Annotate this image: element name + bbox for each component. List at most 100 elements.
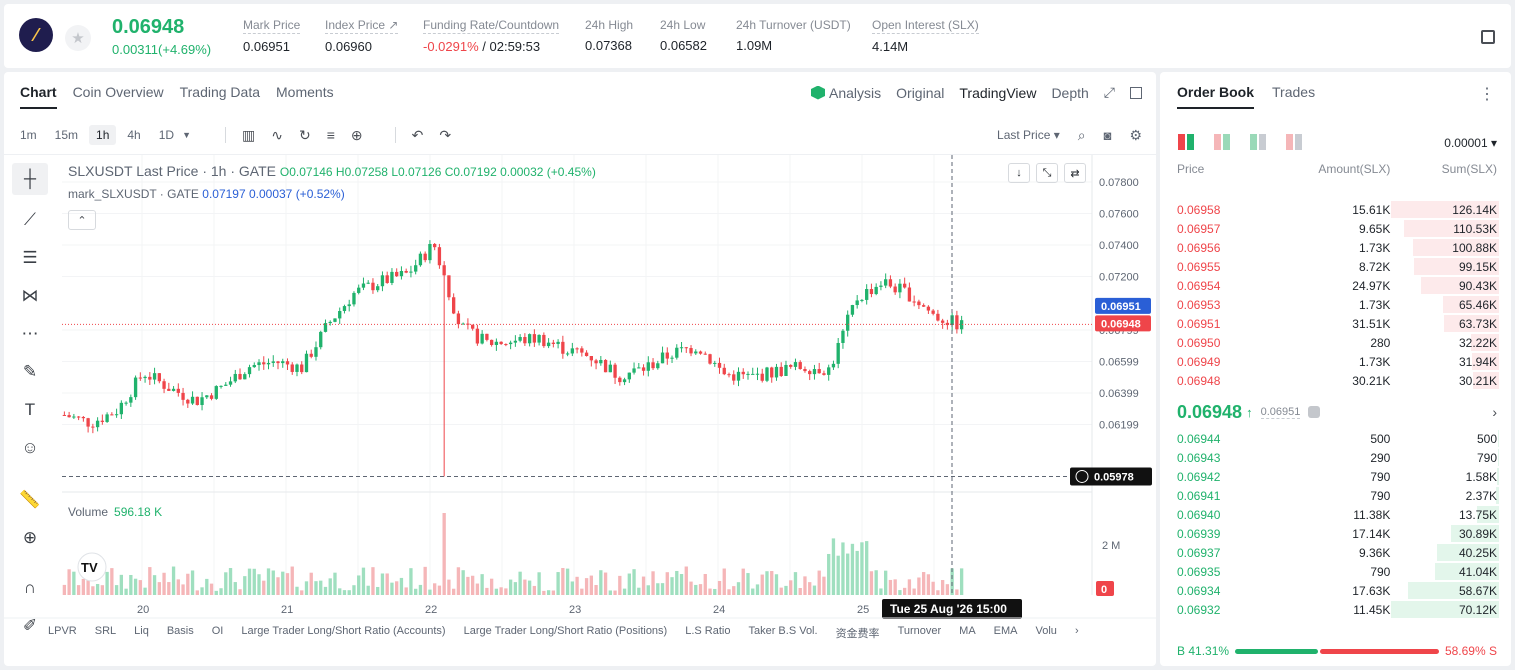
indicator-funding-rate[interactable]: 资金费率 bbox=[835, 628, 880, 640]
indicator-large-trader-accounts[interactable]: Large Trader Long/Short Ratio (Accounts) bbox=[241, 625, 446, 637]
ask-row[interactable]: 0.06958 15.61K 126.14K bbox=[1172, 200, 1499, 219]
crosshair-icon[interactable]: ┼ bbox=[12, 163, 48, 195]
volume-bar bbox=[352, 585, 356, 595]
indicator-ema[interactable]: EMA bbox=[993, 625, 1018, 637]
tab-order-book[interactable]: Order Book bbox=[1177, 84, 1255, 109]
bid-row[interactable]: 0.06939 17.14K 30.89K bbox=[1172, 524, 1499, 543]
timeframe-4h[interactable]: 4h bbox=[127, 128, 141, 142]
tab-moments[interactable]: Moments bbox=[276, 84, 334, 100]
bid-row[interactable]: 0.06934 17.63K 58.67K bbox=[1172, 581, 1499, 600]
tab-trading-data[interactable]: Trading Data bbox=[179, 84, 261, 100]
undo-icon[interactable]: ↶ bbox=[411, 126, 424, 143]
candlestick-chart[interactable]: 0.078000.076000.074000.072000.067990.065… bbox=[4, 155, 1156, 666]
indicator-volume[interactable]: Volu bbox=[1035, 625, 1057, 637]
ask-row[interactable]: 0.06951 31.51K 63.73K bbox=[1172, 314, 1499, 333]
view-depth[interactable]: Depth bbox=[1051, 84, 1089, 101]
redo-icon[interactable]: ↷ bbox=[439, 126, 452, 143]
bid-row[interactable]: 0.06943 290 790 bbox=[1172, 448, 1499, 467]
favorite-star-icon[interactable]: ★ bbox=[65, 25, 91, 51]
trend-line-icon[interactable]: ⟋ bbox=[24, 210, 36, 229]
fib-icon[interactable]: ⋯ bbox=[21, 324, 39, 343]
orderbook-last-price[interactable]: 0.06948 ↑ 0.06951 › bbox=[1177, 400, 1497, 424]
indicator-large-trader-positions[interactable]: Large Trader Long/Short Ratio (Positions… bbox=[463, 625, 668, 637]
bid-row[interactable]: 0.06937 9.36K 40.25K bbox=[1172, 543, 1499, 562]
indicators-icon[interactable]: ∿ bbox=[271, 126, 283, 143]
indicator-ma[interactable]: MA bbox=[959, 625, 976, 637]
ruler-icon[interactable]: 📏 bbox=[19, 490, 41, 509]
pattern-icon[interactable]: ⋈ bbox=[21, 286, 39, 305]
emoji-icon[interactable]: ☺ bbox=[21, 438, 39, 457]
zoom-icon[interactable]: ⊕ bbox=[22, 528, 38, 547]
indicator-turnover[interactable]: Turnover bbox=[897, 625, 942, 637]
precision-select[interactable]: 0.00001 ▾ bbox=[1444, 136, 1497, 150]
ask-row[interactable]: 0.06949 1.73K 31.94K bbox=[1172, 352, 1499, 371]
reset-view-icon[interactable]: ⇄ bbox=[1064, 163, 1086, 183]
scroll-down-icon[interactable]: ↓ bbox=[1008, 163, 1030, 183]
indicator-lpvr[interactable]: LPVR bbox=[48, 625, 77, 637]
indicator-srl[interactable]: SRL bbox=[94, 625, 117, 637]
stat-label[interactable]: Index Price ↗ bbox=[325, 18, 399, 34]
price-type-select[interactable]: Last Price ▾ bbox=[997, 128, 1060, 142]
refresh-icon[interactable]: ↻ bbox=[298, 126, 311, 143]
text-tool-icon[interactable]: T bbox=[24, 400, 36, 419]
ask-row[interactable]: 0.06957 9.65K 110.53K bbox=[1172, 219, 1499, 238]
tab-trades[interactable]: Trades bbox=[1272, 84, 1316, 100]
pencil-icon[interactable]: ✐ bbox=[22, 616, 38, 635]
tab-chart[interactable]: Chart bbox=[20, 84, 57, 109]
tab-coin-overview[interactable]: Coin Overview bbox=[72, 84, 164, 100]
view-analysis[interactable]: Analysis bbox=[811, 85, 881, 101]
bid-row[interactable]: 0.06941 790 2.37K bbox=[1172, 486, 1499, 505]
stat-label[interactable]: Mark Price bbox=[243, 18, 301, 34]
fullscreen-icon[interactable]: ⤡ bbox=[1036, 163, 1058, 183]
brush-icon[interactable]: ✎ bbox=[22, 362, 38, 381]
view-bids-icon[interactable] bbox=[1250, 134, 1266, 150]
timeframe-1h[interactable]: 1h bbox=[89, 125, 117, 145]
view-original[interactable]: Original bbox=[896, 84, 945, 101]
bid-row[interactable]: 0.06935 790 41.04K bbox=[1172, 562, 1499, 581]
bid-row[interactable]: 0.06932 11.45K 70.12K bbox=[1172, 600, 1499, 619]
indicator-ls-ratio[interactable]: L.S Ratio bbox=[685, 625, 731, 637]
bid-row[interactable]: 0.06944 500 500 bbox=[1172, 429, 1499, 448]
volume-bar bbox=[827, 553, 831, 595]
chart-canvas[interactable]: 0.078000.076000.074000.072000.067990.065… bbox=[4, 154, 1156, 666]
indicator-oi[interactable]: OI bbox=[211, 625, 224, 637]
book-icon[interactable] bbox=[1481, 30, 1495, 44]
candle-type-icon[interactable]: ▥ bbox=[242, 126, 256, 143]
bid-sum: 41.04K bbox=[1458, 564, 1498, 579]
timeframe-1m[interactable]: 1m bbox=[20, 128, 37, 142]
view-both-alt-icon[interactable] bbox=[1214, 134, 1230, 150]
indicator-basis[interactable]: Basis bbox=[166, 625, 194, 637]
stat-label[interactable]: Open Interest (SLX) bbox=[872, 18, 979, 34]
chevron-right-icon[interactable]: › bbox=[1074, 625, 1079, 637]
indicator-taker-bs-vol[interactable]: Taker B.S Vol. bbox=[748, 625, 818, 637]
magnet-icon[interactable]: ∩ bbox=[23, 578, 37, 597]
expand-icon[interactable]: ⤢ bbox=[1103, 84, 1115, 100]
search-icon[interactable]: ⌕ bbox=[1077, 126, 1086, 143]
stat-label[interactable]: Funding Rate/Countdown bbox=[423, 18, 560, 34]
timeframe-1d[interactable]: 1D bbox=[158, 128, 175, 142]
view-asks-icon[interactable] bbox=[1286, 134, 1302, 150]
view-tradingview[interactable]: TradingView bbox=[959, 84, 1037, 101]
add-indicator-icon[interactable]: ⊕ bbox=[350, 126, 363, 143]
timeframe-dropdown-icon[interactable]: ▼ bbox=[182, 130, 191, 140]
ask-row[interactable]: 0.06953 1.73K 65.46K bbox=[1172, 295, 1499, 314]
indicator-liq[interactable]: Liq bbox=[134, 625, 149, 637]
chevron-right-icon[interactable]: › bbox=[1492, 404, 1497, 420]
timeframe-15m[interactable]: 15m bbox=[54, 128, 79, 142]
collapse-legend-button[interactable]: ⌃ bbox=[68, 210, 96, 230]
ask-row[interactable]: 0.06954 24.97K 90.43K bbox=[1172, 276, 1499, 295]
ask-row[interactable]: 0.06955 8.72K 99.15K bbox=[1172, 257, 1499, 276]
bid-row[interactable]: 0.06940 11.38K 13.75K bbox=[1172, 505, 1499, 524]
stat-value: 0.06951 bbox=[243, 39, 290, 54]
camera-icon[interactable]: ◙ bbox=[1103, 127, 1112, 143]
settings-gear-icon[interactable]: ⚙ bbox=[1129, 126, 1142, 143]
window-icon[interactable] bbox=[1130, 86, 1142, 99]
horizontal-lines-icon[interactable]: ☰ bbox=[22, 248, 38, 267]
ask-row[interactable]: 0.06948 30.21K 30.21K bbox=[1172, 371, 1499, 390]
view-both-icon[interactable] bbox=[1178, 134, 1194, 150]
ask-row[interactable]: 0.06956 1.73K 100.88K bbox=[1172, 238, 1499, 257]
bid-row[interactable]: 0.06942 790 1.58K bbox=[1172, 467, 1499, 486]
ask-row[interactable]: 0.06950 280 32.22K bbox=[1172, 333, 1499, 352]
templates-icon[interactable]: ≡ bbox=[326, 127, 335, 143]
more-icon[interactable]: ⋮ bbox=[1479, 86, 1495, 103]
